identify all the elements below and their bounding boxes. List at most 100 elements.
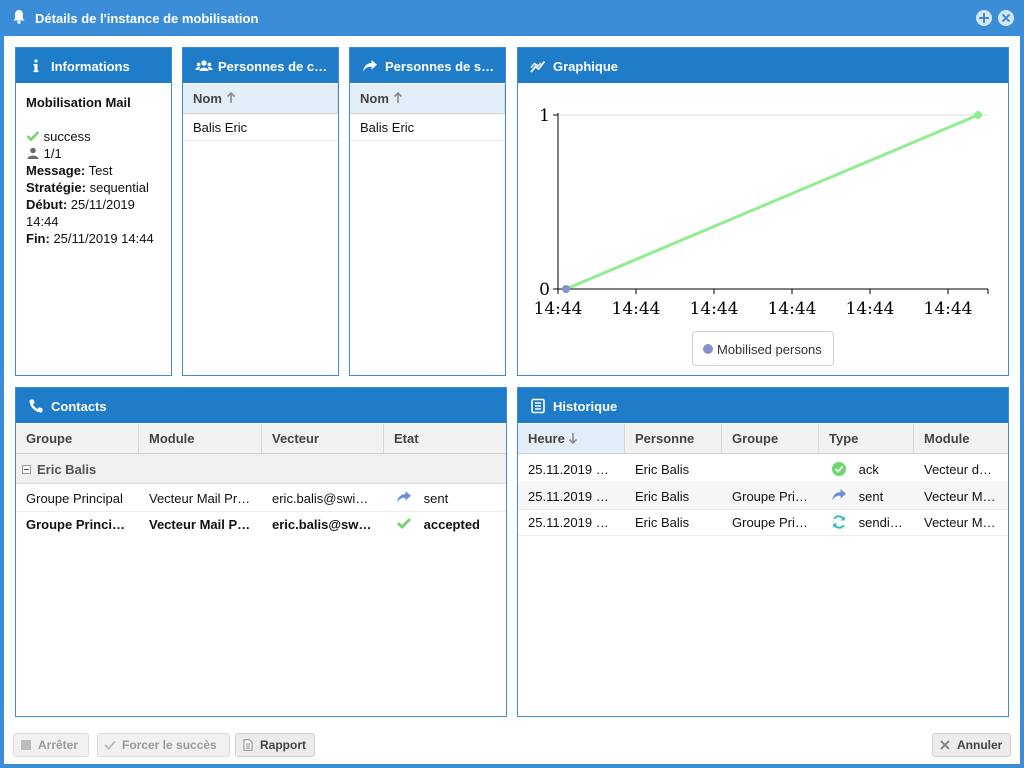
legend-marker: [703, 344, 713, 354]
series-point: [562, 285, 570, 293]
heure-cell: 25.11.2019 …: [528, 462, 609, 477]
column-header-vecteur[interactable]: Vecteur: [262, 424, 384, 453]
groupe-cell: Groupe Pri…: [732, 515, 808, 530]
type-cell: sendi…: [819, 510, 914, 536]
column-header-nom-label: Nom: [193, 91, 222, 106]
table-row[interactable]: 25.11.2019 … Eric Balis Groupe Pri… send…: [518, 510, 1008, 536]
collapse-icon[interactable]: [22, 465, 31, 474]
share-arrow-icon: [397, 491, 411, 503]
column-header-nom-label: Nom: [360, 91, 389, 106]
start-label: Début:: [26, 197, 68, 212]
start-value: 25/11/2019 14:44: [26, 197, 135, 229]
sort-up-icon: [393, 91, 402, 103]
series-line: [565, 113, 979, 291]
history-title: Historique: [553, 399, 618, 414]
contact-persons-header: Personnes de contact: [183, 48, 338, 83]
etat-label: sent: [423, 491, 449, 506]
etat-label: accepted: [423, 517, 480, 532]
column-header-groupe[interactable]: Groupe: [722, 424, 819, 453]
close-button[interactable]: [998, 10, 1014, 26]
message-line: Message: Test: [26, 162, 165, 179]
column-header-heure[interactable]: Heure: [518, 424, 625, 453]
module-cell: Vecteur M…: [924, 515, 996, 530]
chart-legend[interactable]: Mobilised persons: [692, 331, 834, 366]
table-row[interactable]: 25.11.2019 … Eric Balis Groupe Pri… sent…: [518, 484, 1008, 510]
legend-label: Mobilised persons: [717, 342, 822, 357]
table-row[interactable]: Groupe Princi… Vecteur Mail P… eric.bali…: [16, 512, 506, 538]
informations-header: Informations: [16, 48, 171, 83]
chart-x-tick-label: 14:44: [768, 299, 817, 319]
end-value: 25/11/2019 14:44: [53, 231, 154, 246]
type-label: sendi…: [858, 515, 903, 530]
report-label: Rapport: [260, 738, 306, 752]
history-panel: Historique Heure Personne Groupe Type Mo…: [517, 387, 1009, 717]
column-header-module[interactable]: Module: [139, 424, 262, 453]
contacts-panel: Contacts Groupe Module Vecteur Etat Eric…: [15, 387, 507, 717]
mobilisation-name: Mobilisation Mail: [26, 95, 131, 110]
cancel-button[interactable]: Annuler: [932, 733, 1011, 757]
chart-x-tick-label: 14:44: [924, 299, 973, 319]
table-row[interactable]: Balis Eric: [183, 115, 338, 141]
success-persons-header: Personnes de succès: [350, 48, 505, 83]
contacts-header: Contacts: [16, 388, 506, 423]
force-success-label: Forcer le succès: [122, 738, 217, 752]
contact-persons-title: Personnes de contact: [218, 59, 330, 74]
table-row[interactable]: Balis Eric: [350, 115, 505, 141]
contact-persons-grid-header: Nom: [183, 84, 338, 114]
personne-cell: Eric Balis: [635, 462, 690, 477]
success-persons-grid-header: Nom: [350, 84, 505, 114]
end-label: Fin:: [26, 231, 50, 246]
line-chart-icon: [530, 60, 546, 73]
column-header-heure-label: Heure: [528, 431, 565, 446]
bell-icon: [13, 10, 25, 24]
table-row[interactable]: 25.11.2019 … Eric Balis ack Vecteur d…: [518, 457, 1008, 483]
personne-cell: Eric Balis: [635, 489, 690, 504]
graph-title: Graphique: [553, 59, 619, 74]
column-header-module[interactable]: Module: [924, 431, 970, 446]
strategy-value: sequential: [89, 180, 149, 195]
column-header-etat[interactable]: Etat: [394, 431, 419, 446]
person-name-cell: Balis Eric: [360, 120, 415, 135]
status-line: success: [26, 128, 165, 145]
table-row[interactable]: Groupe Principal Vecteur Mail Pr… eric.b…: [16, 486, 506, 512]
column-header-nom[interactable]: Nom: [183, 84, 338, 113]
sort-down-icon: [569, 433, 578, 445]
end-line: Fin: 25/11/2019 14:44: [26, 230, 165, 247]
groupe-cell: Groupe Princi…: [26, 517, 125, 532]
type-label: ack: [858, 462, 879, 477]
chart-x-tick-label: 14:44: [534, 299, 583, 319]
close-icon: [940, 740, 950, 750]
series-point: [974, 111, 982, 119]
vecteur-cell: eric.balis@swi…: [272, 491, 369, 506]
check-icon: [26, 131, 40, 142]
graph-panel: Graphique 0 1 14:44 14:44 14:44 14:44 14:44 14:…: [517, 47, 1009, 376]
column-header-nom[interactable]: Nom: [350, 84, 505, 113]
title-bar[interactable]: Détails de l'instance de mobilisation: [0, 0, 1024, 36]
maximize-button[interactable]: [976, 10, 992, 26]
cancel-label: Annuler: [957, 738, 1003, 752]
column-header-type[interactable]: Type: [819, 424, 914, 453]
contacts-title: Contacts: [51, 399, 107, 414]
chart-x-tick-label: 14:44: [612, 299, 661, 319]
chart-y-tick-label: 1: [539, 106, 550, 126]
info-icon: [33, 59, 39, 73]
phone-icon: [29, 399, 43, 413]
strategy-line: Stratégie: sequential: [26, 179, 165, 196]
column-header-personne[interactable]: Personne: [625, 424, 722, 453]
move-icon: [979, 13, 989, 23]
stop-button[interactable]: Arrêter: [13, 733, 89, 757]
type-cell: sent: [819, 484, 914, 510]
share-arrow-icon: [832, 489, 846, 501]
message-value: Test: [88, 163, 113, 178]
column-header-groupe[interactable]: Groupe: [16, 424, 139, 453]
report-button[interactable]: Rapport: [235, 733, 315, 757]
check-icon: [397, 518, 411, 529]
strategy-label: Stratégie:: [26, 180, 86, 195]
success-persons-panel: Personnes de succès Nom Balis Eric: [349, 47, 506, 376]
group-header-row[interactable]: Eric Balis: [16, 454, 506, 484]
success-persons-title: Personnes de succès: [385, 59, 497, 74]
message-label: Message:: [26, 163, 86, 178]
person-name-cell: Balis Eric: [193, 120, 248, 135]
force-success-button[interactable]: Forcer le succès: [97, 733, 230, 757]
